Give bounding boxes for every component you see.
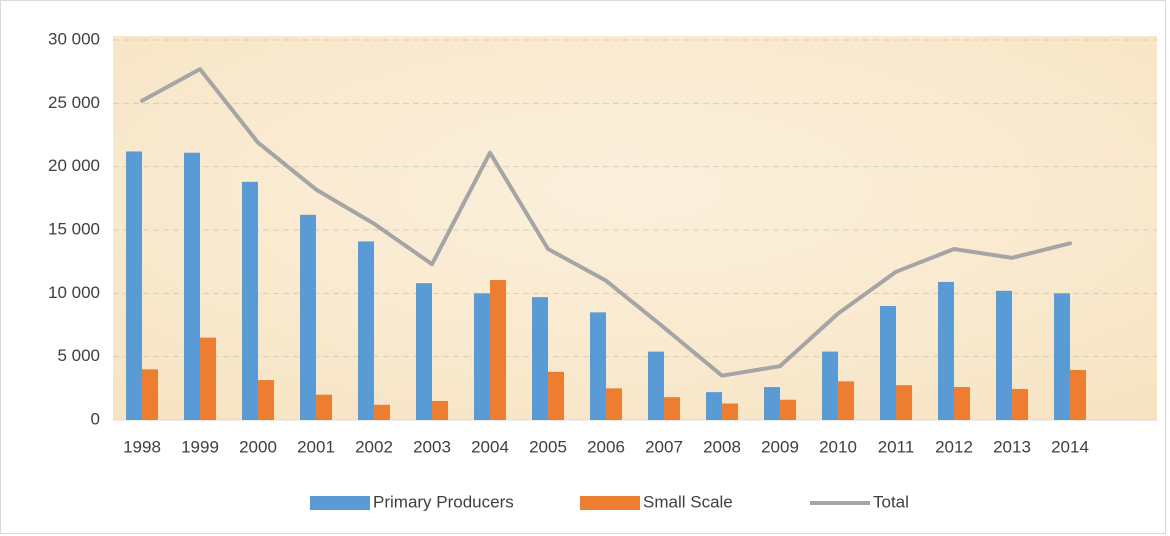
legend-label: Small Scale [643, 492, 733, 511]
y-tick-label: 20 000 [48, 156, 100, 175]
bar [780, 399, 796, 420]
bar [606, 388, 622, 420]
bar [590, 312, 606, 420]
bar [548, 371, 564, 420]
bar [1070, 369, 1086, 420]
bar [996, 290, 1012, 420]
legend-item: Total [810, 492, 909, 511]
x-tick-label: 2004 [471, 437, 509, 456]
plot-area [113, 36, 1157, 420]
bar [1012, 388, 1028, 420]
bar [126, 151, 142, 420]
bar [416, 283, 432, 420]
x-tick-label: 2011 [878, 437, 915, 456]
x-tick-label: 2005 [529, 437, 567, 456]
bar [474, 293, 490, 420]
y-tick-label: 10 000 [48, 283, 100, 302]
x-tick-label: 2009 [761, 437, 799, 456]
bar [532, 297, 548, 420]
legend-label: Total [873, 492, 909, 511]
bar [432, 401, 448, 420]
x-tick-label: 2008 [703, 437, 741, 456]
bar [722, 403, 738, 420]
x-tick-label: 2010 [819, 437, 857, 456]
bar [258, 380, 274, 420]
x-tick-label: 2001 [297, 437, 335, 456]
bar [764, 387, 780, 420]
x-tick-label: 1998 [123, 437, 161, 456]
x-tick-label: 1999 [181, 437, 219, 456]
bar [838, 381, 854, 420]
legend-swatch [580, 496, 640, 510]
x-tick-label: 2012 [935, 437, 973, 456]
x-tick-label: 2013 [993, 437, 1031, 456]
legend-item: Primary Producers [310, 492, 514, 511]
y-tick-label: 15 000 [48, 219, 100, 238]
x-tick-label: 2003 [413, 437, 451, 456]
bar [184, 152, 200, 420]
x-tick-label: 2014 [1051, 437, 1089, 456]
x-tick-label: 2000 [239, 437, 277, 456]
bar [200, 337, 216, 420]
y-tick-label: 0 [91, 409, 100, 428]
y-tick-label: 5 000 [57, 346, 100, 365]
bar [822, 351, 838, 420]
x-tick-label: 2002 [355, 437, 393, 456]
y-tick-label: 25 000 [48, 93, 100, 112]
bar [316, 394, 332, 420]
bar [1054, 293, 1070, 420]
bar [954, 387, 970, 420]
bar [896, 385, 912, 420]
bar [142, 369, 158, 420]
x-tick-label: 2006 [587, 437, 625, 456]
legend-swatch [310, 496, 370, 510]
bar [490, 280, 506, 420]
x-tick-label: 2007 [645, 437, 683, 456]
line-series [140, 67, 1072, 378]
legend-label: Primary Producers [373, 492, 514, 511]
y-tick-label: 30 000 [48, 29, 100, 48]
bar [938, 281, 954, 420]
legend-item: Small Scale [580, 492, 733, 511]
bar [358, 241, 374, 420]
bar [374, 404, 390, 420]
bar [242, 181, 258, 420]
bar [664, 397, 680, 420]
bar [300, 214, 316, 420]
bar [648, 351, 664, 420]
bar [880, 306, 896, 420]
bar [706, 392, 722, 420]
